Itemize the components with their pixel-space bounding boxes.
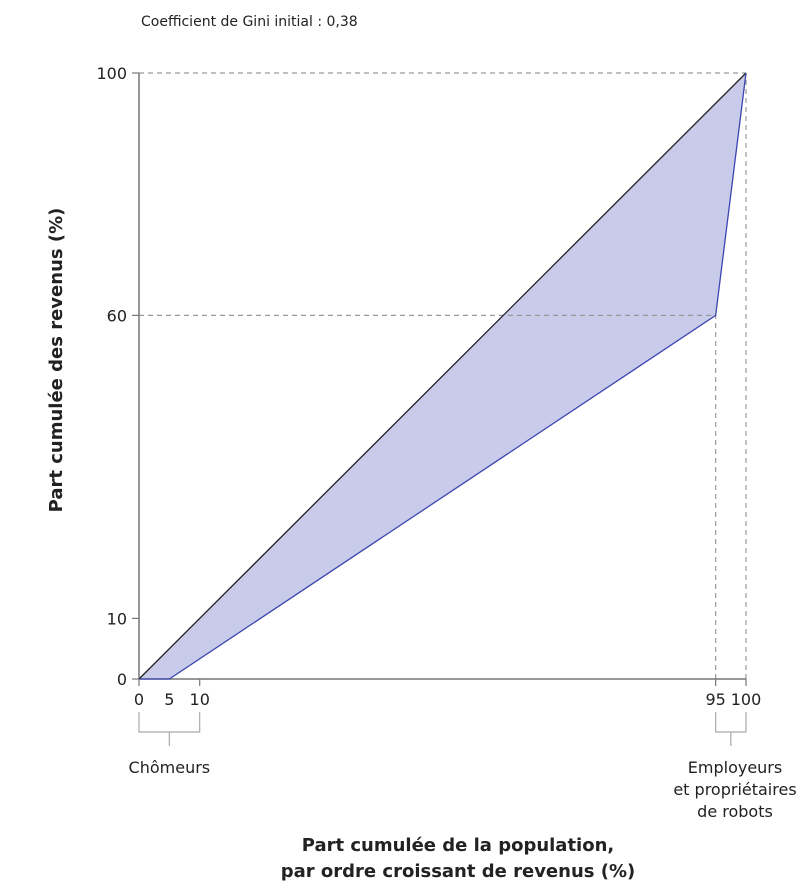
y-tick-label: 0	[117, 670, 127, 689]
y-tick-label: 100	[96, 64, 127, 83]
y-tick-label: 10	[107, 609, 127, 628]
bracket-label: de robots	[697, 802, 773, 821]
x-tick-label: 5	[164, 690, 174, 709]
gini-annotation: Coefficient de Gini initial : 0,38	[141, 14, 358, 30]
bracket-label: Employeurs	[688, 758, 782, 777]
lorenz-curve	[139, 72, 747, 680]
x-tick-label: 0	[134, 690, 144, 709]
bracket	[715, 712, 747, 746]
y-tick-label: 60	[107, 306, 127, 325]
bracket-label: et propriétaires	[673, 780, 796, 799]
x-axis-label-line2: par ordre croissant de revenus (%)	[281, 861, 635, 882]
equality-line	[138, 72, 747, 680]
y-axis-label: Part cumulée des revenus (%)	[46, 208, 67, 513]
bracket-label: Chômeurs	[129, 758, 211, 777]
bracket	[138, 712, 201, 746]
x-tick-label: 100	[731, 690, 762, 709]
x-axis-label-line1: Part cumulée de la population,	[302, 835, 615, 856]
x-tick-label: 95	[705, 690, 725, 709]
x-tick-label: 10	[190, 690, 210, 709]
